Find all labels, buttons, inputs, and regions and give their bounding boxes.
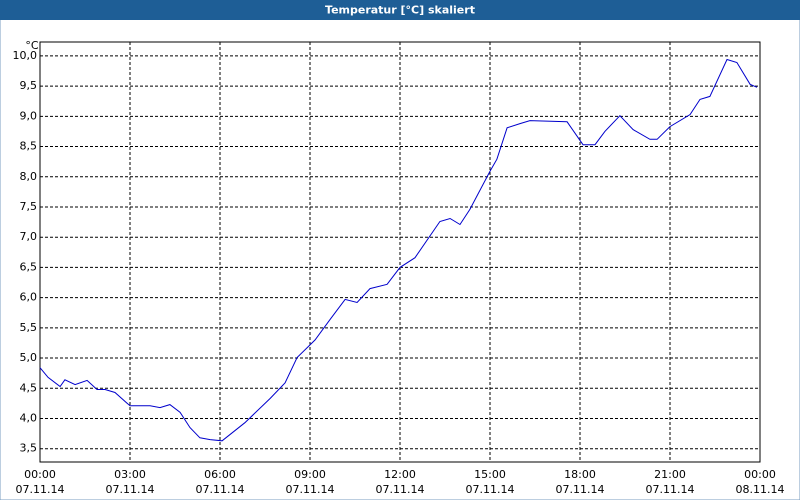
x-tick-date: 07.11.14 bbox=[106, 483, 155, 496]
y-tick-label: 8,5 bbox=[20, 140, 38, 153]
x-tick-label: 15:00 bbox=[474, 468, 506, 481]
y-tick-label: 9,5 bbox=[20, 79, 38, 92]
y-tick-label: 7,5 bbox=[20, 200, 38, 213]
x-tick-label: 03:00 bbox=[114, 468, 146, 481]
x-tick-label: 00:00 bbox=[744, 468, 776, 481]
y-unit: °C bbox=[25, 39, 39, 52]
x-tick-date: 07.11.14 bbox=[646, 483, 695, 496]
x-tick-date: 07.11.14 bbox=[376, 483, 425, 496]
title-bar bbox=[0, 0, 800, 20]
x-tick-label: 12:00 bbox=[384, 468, 416, 481]
y-tick-label: 5,5 bbox=[20, 321, 38, 334]
y-tick-label: 7,0 bbox=[20, 230, 38, 243]
y-tick-label: 6,0 bbox=[20, 291, 38, 304]
x-tick-date: 07.11.14 bbox=[466, 483, 515, 496]
y-tick-label: 6,5 bbox=[20, 260, 38, 273]
x-tick-label: 09:00 bbox=[294, 468, 326, 481]
x-tick-date: 07.11.14 bbox=[196, 483, 245, 496]
y-tick-label: 4,0 bbox=[20, 411, 38, 424]
y-tick-label: 10,0 bbox=[13, 49, 38, 62]
y-tick-label: 8,0 bbox=[20, 170, 38, 183]
x-tick-label: 06:00 bbox=[204, 468, 236, 481]
data-line bbox=[39, 58, 758, 442]
x-tick-label: 18:00 bbox=[564, 468, 596, 481]
y-tick-label: 5,0 bbox=[20, 351, 38, 364]
chart-title: Temperatur [°C] skaliert bbox=[325, 4, 475, 17]
x-tick-date: 07.11.14 bbox=[286, 483, 335, 496]
y-tick-label: 4,5 bbox=[20, 381, 38, 394]
x-tick-date: 07.11.14 bbox=[556, 483, 605, 496]
y-tick-label: 3,5 bbox=[20, 442, 38, 455]
x-tick-label: 00:00 bbox=[24, 468, 56, 481]
x-tick-date: 07.11.14 bbox=[16, 483, 65, 496]
x-tick-date: 08.11.14 bbox=[736, 483, 785, 496]
y-tick-label: 9,0 bbox=[20, 109, 38, 122]
x-tick-label: 21:00 bbox=[654, 468, 686, 481]
